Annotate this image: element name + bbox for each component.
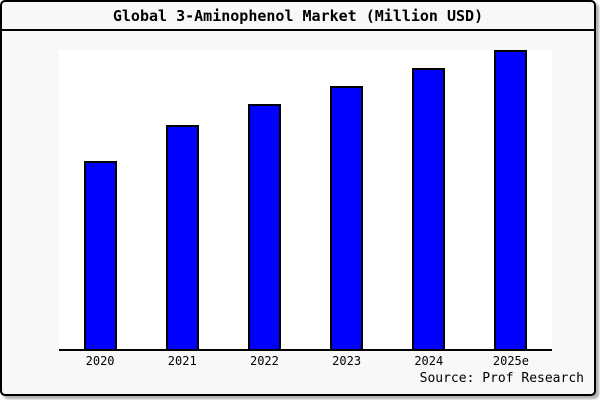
x-tick-label-2021: 2021: [167, 354, 197, 368]
bar-2020: [83, 160, 117, 349]
x-tick-label-2020: 2020: [85, 354, 115, 368]
x-axis-labels: 2020 2021 2022 2023 2024 2025e: [59, 354, 552, 368]
bars-container: [59, 50, 552, 349]
bar-slot-2022: [223, 50, 305, 349]
source-credit: Source: Prof Research: [419, 371, 584, 386]
x-tick-label-2025e: 2025e: [492, 354, 529, 368]
bar-2021: [165, 124, 199, 349]
chart-title: Global 3-Aminophenol Market (Million USD…: [112, 6, 484, 25]
x-tick-label-2022: 2022: [249, 354, 279, 368]
bar-slot-2024: [388, 50, 470, 349]
chart-title-bar: Global 3-Aminophenol Market (Million USD…: [2, 2, 594, 31]
bar-2022: [247, 103, 281, 349]
plot-area: [59, 50, 552, 351]
bar-slot-2025e: [470, 50, 552, 349]
bar-slot-2023: [306, 50, 388, 349]
bar-slot-2020: [59, 50, 141, 349]
bar-2025e: [494, 50, 528, 349]
bar-2023: [330, 85, 364, 349]
bar-2024: [412, 67, 446, 349]
bar-slot-2021: [141, 50, 223, 349]
x-tick-label-2023: 2023: [332, 354, 362, 368]
x-tick-label-2024: 2024: [414, 354, 444, 368]
